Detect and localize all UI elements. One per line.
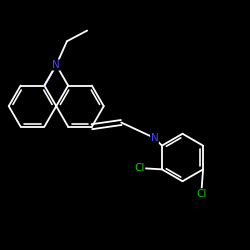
Text: N: N bbox=[52, 60, 60, 70]
Text: Cl: Cl bbox=[196, 189, 206, 199]
Text: Cl: Cl bbox=[134, 163, 145, 173]
Text: N: N bbox=[150, 133, 158, 143]
